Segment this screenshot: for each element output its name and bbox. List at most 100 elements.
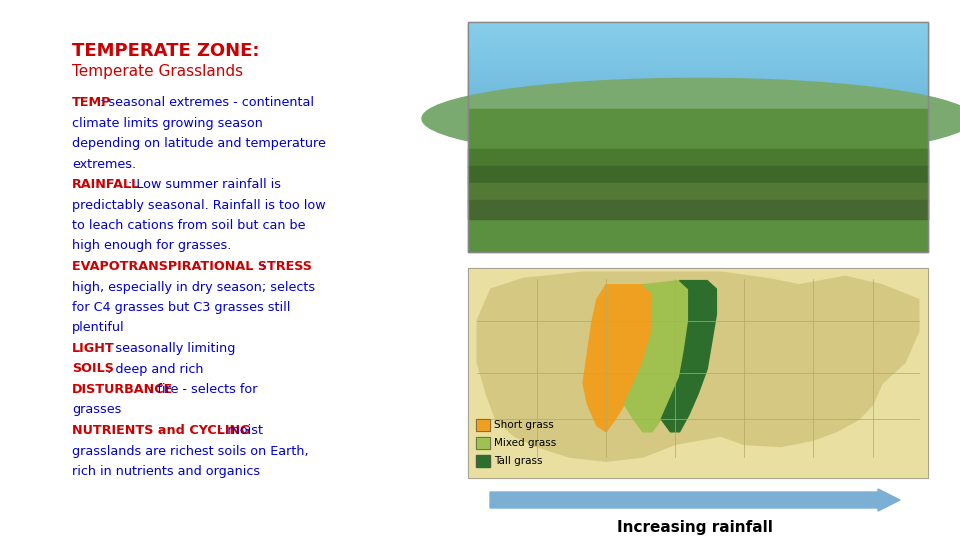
Bar [468, 27, 928, 29]
Bar [468, 73, 928, 75]
Text: high, especially in dry season; selects: high, especially in dry season; selects [72, 280, 315, 294]
Bar [468, 25, 928, 27]
Bar [468, 122, 928, 124]
Text: Tall grass: Tall grass [494, 456, 542, 466]
Text: : Low summer rainfall is: : Low summer rainfall is [128, 178, 281, 191]
Bar [468, 57, 928, 59]
Bar [468, 86, 928, 88]
Bar [468, 22, 928, 252]
Text: Temperate Grasslands: Temperate Grasslands [72, 64, 243, 79]
Bar [468, 105, 928, 107]
Bar [468, 32, 928, 35]
Text: climate limits growing season: climate limits growing season [72, 117, 263, 130]
Bar [468, 48, 928, 50]
Bar [468, 89, 928, 91]
Bar [468, 93, 928, 96]
Bar [468, 81, 928, 83]
Polygon shape [477, 272, 919, 461]
Text: for C4 grasses but C3 grasses still: for C4 grasses but C3 grasses still [72, 301, 290, 314]
Bar [468, 75, 928, 77]
Bar [468, 84, 928, 86]
Bar [468, 63, 928, 65]
Bar [468, 200, 928, 219]
Bar [468, 112, 928, 114]
Bar [468, 88, 928, 90]
Bar [468, 38, 928, 40]
Bar [468, 68, 928, 70]
Text: SOILS: SOILS [72, 362, 114, 375]
Text: grasses: grasses [72, 403, 121, 416]
Bar [468, 56, 928, 58]
Text: predictably seasonal. Rainfall is too low: predictably seasonal. Rainfall is too lo… [72, 199, 325, 212]
Bar [468, 97, 928, 99]
Bar [468, 53, 928, 55]
Bar [468, 80, 928, 82]
Bar [468, 24, 928, 26]
Bar [468, 268, 928, 478]
Text: to leach cations from soil but can be: to leach cations from soil but can be [72, 219, 305, 232]
Bar [468, 43, 928, 45]
Bar [468, 87, 928, 89]
Bar [468, 64, 928, 66]
Bar [468, 115, 928, 117]
Bar [468, 42, 928, 44]
Bar [468, 44, 928, 46]
Bar [468, 119, 928, 122]
Bar [468, 111, 928, 113]
Bar [468, 59, 928, 62]
Text: Short grass: Short grass [494, 420, 554, 430]
Bar [468, 55, 928, 57]
Bar [468, 70, 928, 72]
Text: TEMPERATE ZONE:: TEMPERATE ZONE: [72, 42, 259, 60]
Bar [468, 26, 928, 28]
Bar [468, 29, 928, 31]
Text: depending on latitude and temperature: depending on latitude and temperature [72, 137, 325, 150]
Bar [468, 76, 928, 78]
Bar [468, 103, 928, 105]
Bar [468, 47, 928, 49]
Polygon shape [624, 281, 688, 432]
Polygon shape [661, 281, 716, 432]
Text: : seasonal extremes - continental: : seasonal extremes - continental [100, 96, 314, 109]
Bar [468, 183, 928, 201]
Bar [468, 83, 928, 85]
Bar [468, 106, 928, 108]
Polygon shape [583, 285, 652, 432]
Bar [468, 148, 928, 167]
Text: extremes.: extremes. [72, 158, 136, 171]
Bar [468, 40, 928, 43]
Bar [476, 437, 490, 449]
Bar [468, 23, 928, 25]
Bar [468, 92, 928, 94]
Text: EVAPOTRANSPIRATIONAL STRESS: EVAPOTRANSPIRATIONAL STRESS [72, 260, 312, 273]
Bar [468, 117, 928, 119]
Bar [468, 110, 928, 112]
Text: : deep and rich: : deep and rich [107, 362, 204, 375]
Bar [468, 98, 928, 99]
Text: DISTURBANCE: DISTURBANCE [72, 383, 173, 396]
Bar [468, 39, 928, 42]
Text: : fire - selects for: : fire - selects for [149, 383, 257, 396]
Bar [468, 78, 928, 80]
Text: : seasonally limiting: : seasonally limiting [107, 342, 235, 355]
Bar [468, 50, 928, 52]
Bar [468, 109, 928, 111]
Bar [468, 123, 928, 124]
Text: LIGHT: LIGHT [72, 342, 115, 355]
Bar [468, 65, 928, 68]
Bar [468, 99, 928, 100]
Bar [468, 74, 928, 76]
Bar [468, 113, 928, 115]
Bar [468, 54, 928, 56]
Bar [468, 35, 928, 37]
Bar [468, 166, 928, 184]
Bar [468, 94, 928, 97]
Bar [468, 107, 928, 109]
Bar [468, 91, 928, 93]
Text: Increasing rainfall: Increasing rainfall [617, 520, 773, 535]
Bar [468, 60, 928, 62]
Text: high enough for grasses.: high enough for grasses. [72, 240, 231, 253]
Bar [468, 124, 928, 126]
Bar [468, 104, 928, 106]
Bar [468, 36, 928, 37]
